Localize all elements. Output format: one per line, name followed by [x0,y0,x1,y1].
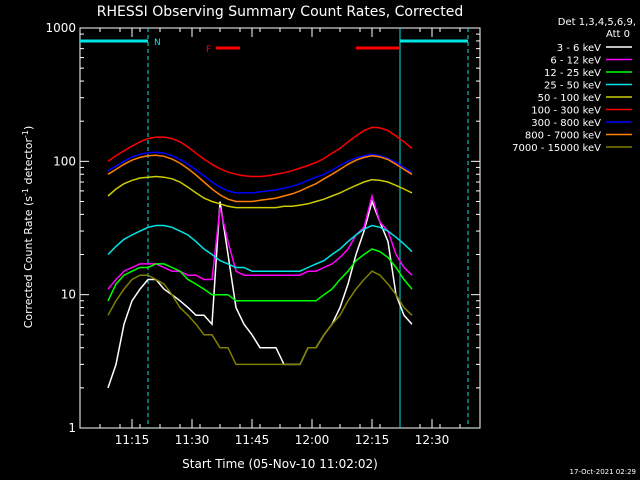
series-line-3-6-kev [107,199,413,389]
series-line-300-800-kev [107,151,413,194]
legend-header-line1: Det 1,3,4,5,6,9, [558,17,636,28]
legend-label: 6 - 12 keV [550,56,601,67]
series-line-100-300-kev [107,126,413,178]
y-tick-label: 1 [68,421,76,435]
series-line-12-25-kev [107,248,413,302]
x-axis-label: Start Time (05-Nov-10 11:02:02) [182,457,378,471]
y-tick-label: 100 [53,154,76,168]
legend-label: 100 - 300 keV [531,106,601,117]
night-flag-label: N [154,38,161,48]
series-line-25-50-kev [107,224,413,272]
x-tick-label: 12:00 [295,433,330,447]
legend-label: 25 - 50 keV [544,81,601,92]
legend-header-line2: Att 0 [606,29,630,40]
legend-label: 12 - 25 keV [544,68,601,79]
x-tick-label: 11:45 [235,433,270,447]
y-tick-label: 1000 [45,21,76,35]
y-axis-label: Corrected Count Rate (s-1 detector-1) [21,126,35,329]
legend-label: 800 - 7000 keV [525,131,601,142]
y-tick-label: 10 [61,288,76,302]
x-tick-label: 12:30 [415,433,450,447]
generation-timestamp: 17-Oct-2021 02:29 [570,468,636,476]
legend-label: 7000 - 15000 keV [512,143,601,154]
plot-area: 1 10 100 1000 11:15 11:30 11:45 12:00 12:15 12:30… [45,21,481,447]
series-line-50-100-kev [107,175,413,209]
series-line-7000-15000-kev [107,270,413,366]
legend-label: 50 - 100 keV [538,93,602,104]
series-line-6-12-kev [107,193,413,290]
legend-label: 300 - 800 keV [531,118,601,129]
x-tick-label: 11:30 [175,433,210,447]
x-tick-label: 12:15 [355,433,390,447]
flare-flag-label: F [206,45,211,55]
legend-label: 3 - 6 keV [557,43,601,54]
x-tick-label: 11:15 [115,433,150,447]
series-line-800-7000-kev [107,154,413,203]
chart-title: RHESSI Observing Summary Count Rates, Co… [97,4,463,20]
